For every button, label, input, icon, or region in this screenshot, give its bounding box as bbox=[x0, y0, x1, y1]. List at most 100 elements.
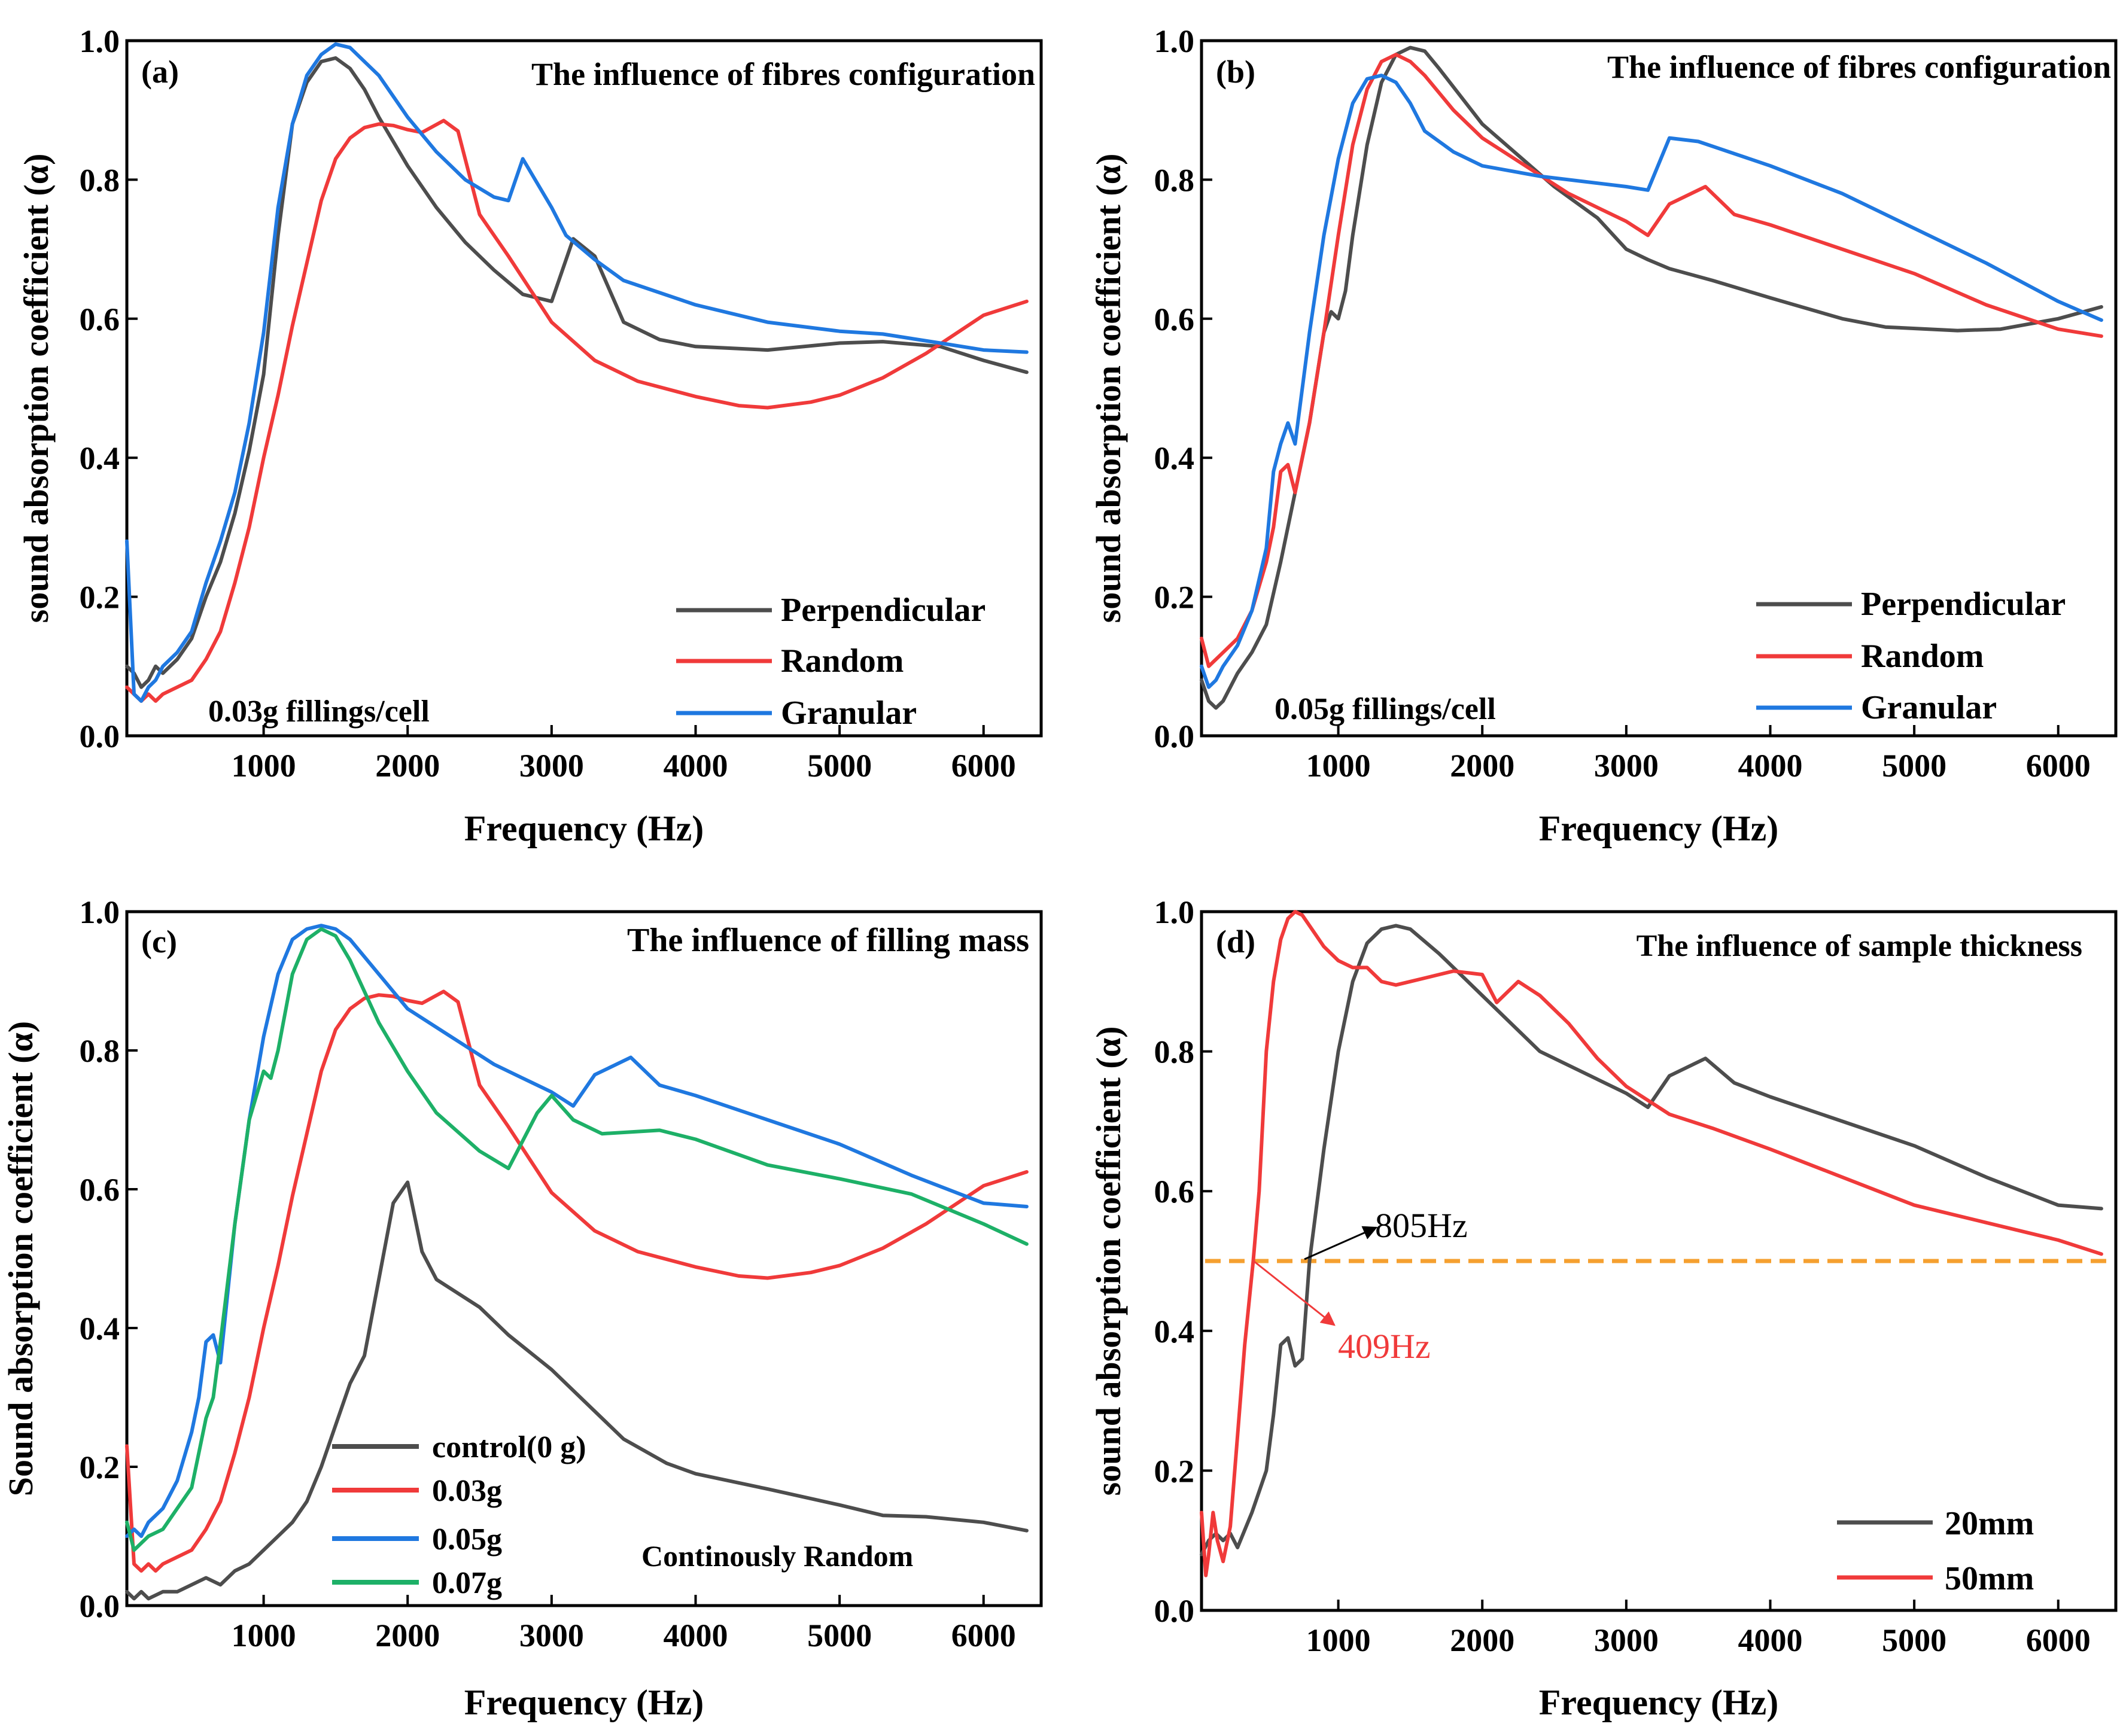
x-tick-label: 2000 bbox=[375, 748, 440, 784]
y-axis-label-a: sound absorption coefficient (α) bbox=[17, 154, 56, 623]
panel-a: 0.0 0.2 0.4 0.6 0.8 1.0 1000 2000 3000 4000 5000 6… bbox=[17, 23, 1043, 848]
series-line-perpendicular bbox=[125, 56, 1029, 689]
panel-title-b: The influence of fibres configuration bbox=[1607, 49, 2111, 85]
panel-title-a: The influence of fibres configuration bbox=[531, 56, 1035, 92]
series-line-50mm bbox=[1200, 910, 2103, 1577]
x-tick-label: 1000 bbox=[232, 1618, 296, 1653]
series-line-20mm bbox=[1200, 924, 2103, 1557]
x-tick-label: 2000 bbox=[1450, 748, 1514, 784]
x-tick-label: 4000 bbox=[663, 1618, 728, 1653]
series-line-random bbox=[125, 118, 1029, 703]
y-tick-label: 1.0 bbox=[80, 894, 120, 930]
x-tick-label: 5000 bbox=[807, 748, 872, 784]
y-tick-label: 0.0 bbox=[80, 1588, 120, 1624]
x-axis-label-d: Frequency (Hz) bbox=[1539, 1683, 1778, 1722]
series-line-control-0-g- bbox=[125, 1180, 1029, 1601]
plot-frame-c bbox=[125, 910, 1043, 1607]
panel-c: 0.0 0.2 0.4 0.6 0.8 1.0 1000 2000 3000 4000 5000 6… bbox=[1, 894, 1043, 1722]
series-line-granular bbox=[1200, 74, 2103, 689]
legend-c: control(0 g) 0.03g 0.05g 0.07g bbox=[332, 1430, 586, 1600]
y-tick-label: 0.6 bbox=[80, 301, 120, 337]
y-ticks-d: 0.0 0.2 0.4 0.6 0.8 1.0 bbox=[1154, 894, 1212, 1629]
panel-d: 0.0 0.2 0.4 0.6 0.8 1.0 1000 2000 3000 4000 5000 6… bbox=[1089, 894, 2118, 1722]
series-c bbox=[125, 924, 1029, 1601]
y-tick-label: 0.0 bbox=[1154, 718, 1195, 754]
legend-label-random: Random bbox=[781, 642, 904, 680]
y-tick-label: 0.6 bbox=[1154, 1174, 1195, 1210]
y-tick-label: 0.4 bbox=[80, 440, 120, 476]
panel-b: 0.0 0.2 0.4 0.6 0.8 1.0 1000 2000 3000 4000 5000 6… bbox=[1089, 23, 2118, 848]
y-axis-label-c: Sound absorption coefficient (α) bbox=[1, 1021, 40, 1496]
y-ticks-b: 0.0 0.2 0.4 0.6 0.8 1.0 bbox=[1154, 23, 1212, 754]
x-tick-label: 1000 bbox=[1306, 1622, 1371, 1658]
plot-frame-b bbox=[1200, 39, 2118, 738]
x-tick-label: 6000 bbox=[951, 748, 1016, 784]
y-tick-label: 1.0 bbox=[1154, 23, 1195, 59]
y-tick-label: 1.0 bbox=[80, 23, 120, 59]
note-b: 0.05g fillings/cell bbox=[1275, 692, 1496, 726]
annotation-arrow-805hz bbox=[1304, 1226, 1378, 1260]
x-tick-label: 4000 bbox=[1738, 748, 1802, 784]
x-ticks-b: 1000 2000 3000 4000 5000 6000 bbox=[1306, 725, 2091, 784]
legend-a: Perpendicular Random Granular bbox=[676, 592, 986, 732]
series-line-perpendicular bbox=[1200, 45, 2103, 710]
x-tick-label: 3000 bbox=[519, 748, 584, 784]
x-tick-label: 3000 bbox=[1594, 1622, 1659, 1658]
x-tick-label: 1000 bbox=[1306, 748, 1371, 784]
x-tick-label: 3000 bbox=[1594, 748, 1659, 784]
x-ticks-c: 1000 2000 3000 4000 5000 6000 bbox=[232, 1595, 1016, 1653]
y-tick-label: 0.2 bbox=[80, 1449, 120, 1485]
x-tick-label: 3000 bbox=[519, 1618, 584, 1653]
x-tick-label: 1000 bbox=[232, 748, 296, 784]
panel-label-d: (d) bbox=[1216, 924, 1255, 960]
legend-label-50mm: 50mm bbox=[1945, 1560, 2034, 1597]
panel-title-d: The influence of sample thickness bbox=[1637, 929, 2082, 963]
y-tick-label: 0.6 bbox=[1154, 301, 1195, 337]
legend-label-control: control(0 g) bbox=[432, 1430, 586, 1464]
y-axis-label-d: sound absorption coefficient (α) bbox=[1089, 1027, 1128, 1496]
series-line-0-05g bbox=[125, 924, 1029, 1538]
x-tick-label: 5000 bbox=[1882, 1622, 1946, 1658]
series-b bbox=[1200, 45, 2103, 710]
y-tick-label: 1.0 bbox=[1154, 894, 1195, 930]
annotation-arrow-409hz bbox=[1253, 1260, 1336, 1326]
y-tick-label: 0.4 bbox=[1154, 440, 1195, 476]
x-tick-label: 5000 bbox=[1882, 748, 1946, 784]
x-axis-label-a: Frequency (Hz) bbox=[464, 809, 704, 848]
plot-frame-d bbox=[1200, 910, 2118, 1612]
legend-label-granular: Granular bbox=[1861, 689, 1997, 726]
y-tick-label: 0.8 bbox=[80, 162, 120, 198]
y-tick-label: 0.4 bbox=[1154, 1314, 1195, 1350]
y-ticks-c: 0.0 0.2 0.4 0.6 0.8 1.0 bbox=[80, 894, 138, 1624]
legend-b: Perpendicular Random Granular bbox=[1756, 586, 2066, 726]
x-tick-label: 6000 bbox=[951, 1618, 1016, 1653]
panel-label-c: (c) bbox=[141, 924, 177, 960]
y-tick-label: 0.0 bbox=[1154, 1593, 1195, 1629]
y-tick-label: 0.2 bbox=[1154, 1453, 1195, 1489]
x-tick-label: 2000 bbox=[375, 1618, 440, 1653]
y-ticks-a: 0.0 0.2 0.4 0.6 0.8 1.0 bbox=[80, 23, 138, 754]
note-a: 0.03g fillings/cell bbox=[208, 695, 430, 729]
annotation-409hz: 409Hz bbox=[1253, 1260, 1431, 1366]
panel-label-b: (b) bbox=[1216, 54, 1255, 90]
annotation-805hz: 805Hz bbox=[1304, 1206, 1468, 1260]
series-d bbox=[1200, 910, 2103, 1577]
legend-label-20mm: 20mm bbox=[1945, 1505, 2034, 1542]
x-tick-label: 5000 bbox=[807, 1618, 872, 1653]
annotation-label-805hz: 805Hz bbox=[1375, 1206, 1468, 1245]
series-line-random bbox=[1200, 53, 2103, 668]
x-axis-label-c: Frequency (Hz) bbox=[464, 1683, 704, 1722]
y-tick-label: 0.6 bbox=[80, 1172, 120, 1208]
panel-title-c: The influence of filling mass bbox=[627, 922, 1029, 959]
panel-label-a: (a) bbox=[141, 54, 179, 90]
y-tick-label: 0.0 bbox=[80, 718, 120, 754]
series-line-0-07g bbox=[125, 927, 1029, 1552]
series-line-0-03g bbox=[125, 989, 1029, 1573]
y-tick-label: 0.2 bbox=[1154, 580, 1195, 616]
legend-label-007g: 0.07g bbox=[432, 1566, 502, 1600]
legend-label-granular: Granular bbox=[781, 695, 917, 732]
legend-label-random: Random bbox=[1861, 638, 1984, 675]
y-axis-label-b: sound absorption coefficient (α) bbox=[1089, 154, 1128, 623]
x-ticks-d: 1000 2000 3000 4000 5000 6000 bbox=[1306, 1600, 2091, 1658]
